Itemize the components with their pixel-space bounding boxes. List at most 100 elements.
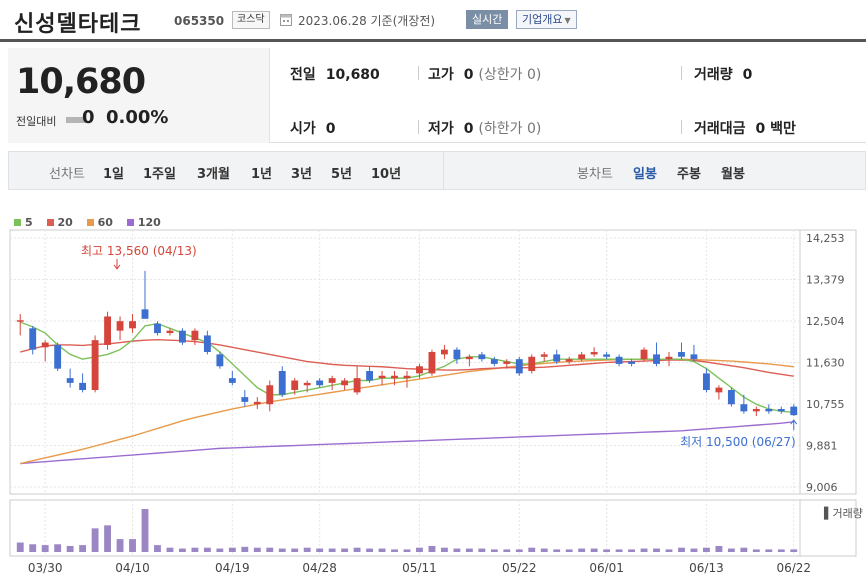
candle-body[interactable] (565, 359, 573, 362)
low: 저가 0 (하한가 0) (428, 118, 541, 138)
candle-body[interactable] (702, 373, 710, 391)
candle-body[interactable] (765, 408, 773, 412)
y-tick-label: 14,253 (806, 232, 845, 245)
candle-body[interactable] (378, 375, 386, 379)
candle-body[interactable] (353, 378, 361, 393)
y-tick-label: 12,504 (806, 315, 845, 328)
candle-body[interactable] (690, 354, 698, 360)
candle-body[interactable] (628, 361, 636, 364)
candle-body[interactable] (166, 330, 174, 334)
candle-body[interactable] (640, 349, 648, 360)
candle-body[interactable] (191, 330, 199, 341)
legend-ma5: 5 (14, 216, 33, 229)
volume-bar (154, 545, 161, 552)
candle-body[interactable] (465, 356, 473, 360)
candle-body[interactable] (590, 352, 598, 355)
candle-body[interactable] (790, 406, 798, 416)
candle-body[interactable] (740, 404, 748, 412)
candle-body[interactable] (453, 349, 461, 360)
candle-body[interactable] (266, 385, 274, 405)
candle-daily[interactable]: 일봉 (633, 167, 657, 182)
candle-body[interactable] (316, 380, 324, 386)
realtime-button[interactable]: 실시간 (466, 10, 509, 29)
candle-chart-label: 봉차트 (577, 167, 613, 182)
change-percent: 0.00% (106, 107, 169, 128)
volume-bar (403, 549, 411, 552)
candle-body[interactable] (528, 356, 536, 372)
volume-bar (191, 547, 199, 552)
candle-body[interactable] (129, 321, 136, 329)
candle-body[interactable] (715, 387, 723, 393)
candle-body[interactable] (178, 330, 186, 343)
candle-body[interactable] (391, 375, 398, 379)
period-1d[interactable]: 1일 (103, 167, 125, 182)
candle-body[interactable] (490, 359, 498, 364)
candle-body[interactable] (615, 356, 623, 364)
candle-monthly[interactable]: 월봉 (721, 167, 745, 182)
candle-body[interactable] (366, 371, 374, 381)
volume-bar (353, 547, 361, 552)
candle-body[interactable] (328, 378, 336, 383)
candle-body[interactable] (515, 359, 523, 374)
candle-body[interactable] (91, 340, 99, 391)
candle-body[interactable] (116, 321, 124, 331)
period-1w[interactable]: 1주일 (143, 167, 176, 182)
period-5y[interactable]: 5년 (331, 167, 353, 182)
candle-weekly[interactable]: 주봉 (677, 167, 701, 182)
candle-body[interactable] (29, 328, 37, 350)
candle-body[interactable] (54, 344, 62, 369)
volume-bar (41, 545, 49, 552)
candle-body[interactable] (104, 316, 112, 345)
period-3y[interactable]: 3년 (291, 167, 313, 182)
candle-body[interactable] (66, 378, 74, 383)
candle-body[interactable] (303, 382, 311, 386)
candle-body[interactable] (141, 309, 149, 319)
candle-body[interactable] (203, 335, 211, 353)
candle-body[interactable] (665, 356, 673, 360)
volume-bar (665, 549, 673, 552)
candle-body[interactable] (777, 408, 785, 412)
candle-body[interactable] (253, 401, 261, 405)
candle-body[interactable] (416, 366, 423, 374)
candle-body[interactable] (553, 354, 561, 362)
candle-body[interactable] (228, 378, 236, 383)
candle-body[interactable] (403, 375, 411, 379)
max-price-annotation: 최고 13,560 (04/13) (81, 244, 197, 258)
candle-body[interactable] (16, 320, 24, 322)
y-tick-label: 9,006 (806, 481, 838, 494)
candle-body[interactable] (578, 354, 586, 360)
x-tick-label: 06/13 (689, 561, 724, 575)
candle-body[interactable] (41, 342, 49, 348)
high-value: 0 (463, 67, 474, 83)
candle-body[interactable] (216, 354, 224, 367)
period-10y[interactable]: 10년 (371, 167, 402, 182)
candle-body[interactable] (241, 397, 249, 402)
candle-body[interactable] (752, 408, 760, 412)
volume-bar (603, 549, 611, 552)
candle-body[interactable] (503, 361, 511, 364)
volume-bar (203, 547, 211, 552)
candle-body[interactable] (478, 354, 486, 360)
candle-body[interactable] (154, 323, 161, 334)
volume-bar (740, 547, 748, 552)
candle-body[interactable] (291, 380, 299, 391)
candle-body[interactable] (678, 352, 685, 357)
candle-body[interactable] (540, 354, 548, 357)
candle-body[interactable] (428, 352, 436, 374)
candle-body[interactable] (79, 382, 87, 391)
change-label: 전일대비 (16, 115, 57, 128)
candle-body[interactable] (727, 390, 735, 405)
period-3m[interactable]: 3개월 (197, 167, 230, 182)
candle-body[interactable] (341, 380, 349, 386)
x-tick-label: 04/19 (215, 561, 250, 575)
period-1y[interactable]: 1년 (251, 167, 273, 182)
candle-body[interactable] (440, 349, 448, 355)
candle-body[interactable] (603, 354, 611, 357)
volume-bar (565, 549, 573, 552)
volume-bar (752, 549, 760, 552)
candle-body[interactable] (653, 354, 660, 364)
company-overview-dropdown[interactable]: 기업개요 ▼ (516, 10, 577, 29)
candle-body[interactable] (278, 371, 286, 395)
caret-down-icon: ▼ (564, 16, 571, 25)
